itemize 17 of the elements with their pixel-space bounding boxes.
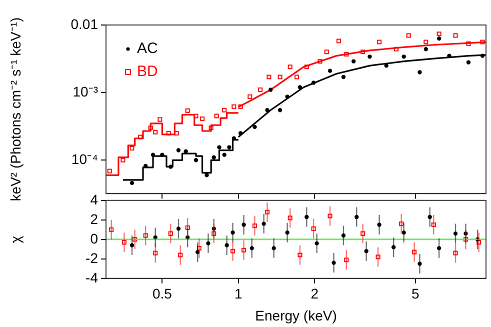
y-tick-label: 2 [90,210,98,227]
x-tick-label: 2 [310,286,319,302]
x-axis-title: Energy (keV) [255,307,337,324]
y-axis-title: χ [7,235,24,244]
legend-label: BD [137,63,158,80]
y-tick-label: 0 [90,230,98,246]
y-tick-label: -4 [86,269,98,286]
y-tick-label: -2 [86,250,98,266]
x-tick-label: 5 [412,286,420,302]
y-tick-label: 4 [90,191,98,208]
y-tick-label: 10⁻⁴ [71,151,98,168]
x-tick-label: 0.5 [152,286,172,302]
x-tick-label: 1 [234,286,243,302]
y-axis-title: keV² (Photons cm⁻² s⁻¹ keV⁻¹) [7,17,24,202]
y-tick-label: 0.01 [70,16,98,32]
y-tick-label: 10⁻³ [72,83,98,100]
legend-label: AC [137,40,158,58]
